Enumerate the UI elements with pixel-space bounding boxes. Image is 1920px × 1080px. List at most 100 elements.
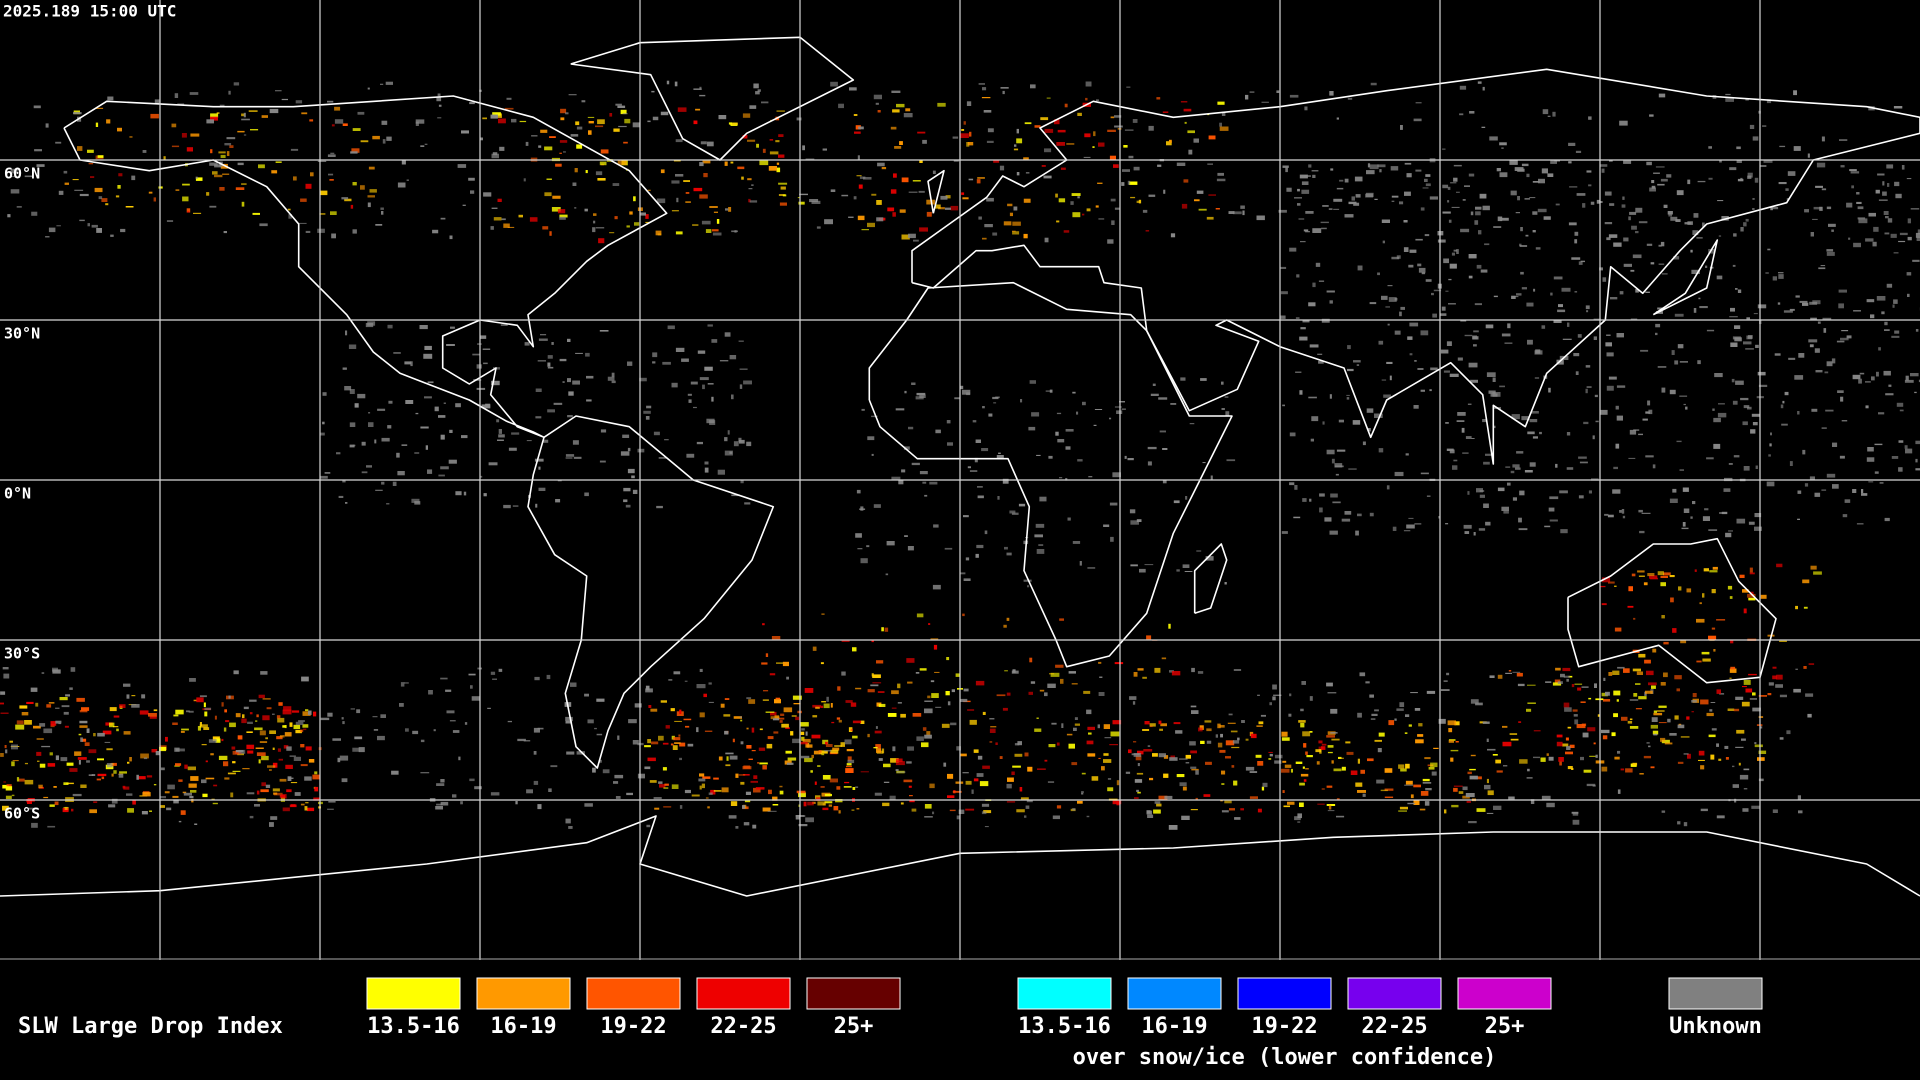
cloud-pixel [584, 208, 588, 212]
cloud-pixel [1147, 461, 1152, 466]
cloud-pixel [1649, 114, 1654, 117]
cloud-pixel [1588, 697, 1592, 700]
cloud-pixel [1256, 215, 1265, 221]
cloud-pixel [1530, 411, 1539, 414]
cloud-pixel [534, 676, 540, 681]
cloud-pixel [912, 180, 921, 182]
cloud-pixel [1289, 482, 1295, 486]
cloud-pixel [174, 765, 180, 767]
cloud-pixel [490, 671, 496, 675]
cloud-pixel [116, 728, 119, 732]
coastline [1567, 537, 1777, 684]
cloud-pixel [1147, 446, 1157, 450]
cloud-pixel [1608, 234, 1618, 238]
cloud-pixel [283, 706, 292, 711]
cloud-pixel [1352, 420, 1361, 425]
cloud-pixel [824, 801, 833, 804]
cloud-pixel [562, 381, 565, 383]
cloud-pixel [1024, 752, 1029, 757]
cloud-pixel [693, 406, 697, 409]
cloud-pixel [660, 111, 669, 116]
cloud-pixel [1787, 171, 1796, 176]
cloud-pixel [977, 755, 983, 760]
cloud-pixel [759, 160, 769, 166]
cloud-pixel [226, 151, 230, 156]
cloud-pixel [1137, 763, 1140, 767]
cloud-pixel [1643, 755, 1651, 759]
cloud-pixel [1460, 228, 1470, 233]
cloud-pixel [1906, 272, 1912, 276]
cloud-pixel [995, 396, 1000, 399]
cloud-pixel [547, 355, 553, 359]
cloud-pixel [1521, 163, 1529, 167]
cloud-pixel [1351, 196, 1355, 201]
cloud-pixel [1802, 302, 1809, 306]
cloud-pixel [1486, 738, 1489, 742]
cloud-pixel [747, 139, 756, 142]
cloud-pixel [52, 667, 58, 672]
cloud-pixel [1087, 567, 1096, 569]
cloud-pixel [969, 131, 972, 137]
cloud-pixel [828, 804, 832, 807]
cloud-pixel [811, 734, 821, 739]
cloud-pixel [1627, 720, 1633, 724]
cloud-pixel [1716, 689, 1721, 694]
cloud-pixel [1625, 768, 1633, 773]
cloud-pixel [1469, 768, 1476, 771]
cloud-pixel [1085, 81, 1092, 87]
cloud-pixel [1516, 672, 1523, 677]
cloud-pixel [748, 188, 753, 190]
cloud-pixel [237, 162, 244, 166]
legend-caption: over snow/ice (lower confidence) [1073, 1045, 1497, 1070]
cloud-pixel [482, 348, 491, 350]
legend-title: SLW Large Drop Index [18, 1014, 283, 1039]
cloud-pixel [1076, 411, 1079, 415]
legend-swatch [366, 977, 461, 1010]
cloud-pixel [576, 144, 583, 149]
cloud-pixel [1499, 142, 1507, 146]
cloud-pixel [110, 234, 114, 237]
cloud-pixel [780, 186, 786, 190]
cloud-pixel [221, 738, 224, 742]
cloud-pixel [1136, 200, 1140, 203]
cloud-pixel [1537, 208, 1547, 213]
cloud-pixel [1502, 741, 1512, 747]
cloud-pixel [1680, 639, 1687, 644]
cloud-pixel [1227, 722, 1236, 724]
cloud-pixel [1489, 675, 1495, 678]
cloud-pixel [1795, 605, 1798, 610]
cloud-pixel [1011, 670, 1019, 674]
cloud-pixel [876, 660, 884, 664]
cloud-pixel [262, 715, 270, 721]
cloud-pixel [1039, 689, 1045, 692]
cloud-pixel [256, 752, 266, 756]
cloud-pixel [256, 790, 260, 795]
cloud-pixel [1109, 155, 1116, 160]
cloud-pixel [1901, 165, 1905, 170]
cloud-pixel [684, 789, 691, 794]
cloud-pixel [181, 728, 189, 731]
cloud-pixel [428, 690, 433, 695]
cloud-pixel [460, 801, 463, 805]
cloud-pixel [1483, 503, 1489, 508]
cloud-pixel [1224, 582, 1227, 585]
cloud-pixel [1355, 194, 1361, 198]
cloud-pixel [1719, 512, 1726, 514]
cloud-pixel [1056, 805, 1062, 809]
cloud-pixel [1670, 597, 1674, 603]
cloud-pixel [1858, 378, 1862, 384]
cloud-pixel [201, 779, 207, 784]
cloud-pixel [1524, 470, 1533, 473]
cloud-pixel [483, 192, 492, 197]
cloud-pixel [731, 394, 734, 400]
cloud-pixel [809, 199, 819, 203]
cloud-pixel [1543, 216, 1551, 220]
cloud-pixel [1462, 795, 1470, 799]
cloud-pixel [1331, 738, 1340, 741]
cloud-pixel [1168, 623, 1171, 629]
cloud-pixel [1871, 376, 1875, 381]
cloud-pixel [1465, 436, 1472, 439]
cloud-pixel [812, 715, 818, 718]
cloud-pixel [947, 442, 953, 446]
